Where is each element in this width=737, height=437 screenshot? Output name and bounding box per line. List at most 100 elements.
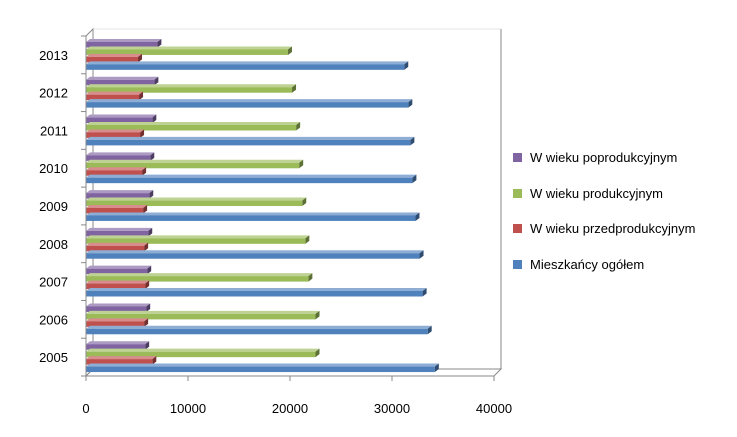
bar-front-face	[86, 139, 411, 146]
bar-2007-4	[86, 265, 152, 275]
y-tick-label: 2011	[40, 123, 68, 138]
bar-2007-1	[86, 288, 427, 297]
bar-2013-4	[86, 39, 162, 48]
bar-2009-3	[86, 197, 307, 207]
bar-front-face	[86, 283, 146, 290]
bar-top-face	[86, 280, 150, 284]
bar-front-face	[86, 177, 413, 184]
bar-end-face	[154, 76, 159, 86]
bar-2013-3	[86, 46, 292, 55]
bar-top-face	[86, 197, 307, 201]
bar-top-face	[86, 129, 145, 133]
bar-2012-1	[86, 99, 413, 108]
bar-top-face	[86, 99, 413, 103]
bar-front-face	[86, 170, 143, 176]
bar-top-face	[86, 341, 150, 345]
y-tick-label: 2009	[39, 199, 68, 214]
bar-end-face	[427, 325, 432, 335]
legend-item: W wieku produkcyjnym	[513, 176, 737, 212]
bar-top-face	[86, 114, 157, 118]
bar-end-face	[415, 212, 420, 221]
x-tick-label: 40000	[476, 401, 512, 416]
bar-2010-3	[86, 159, 304, 169]
bar-front-face	[86, 215, 416, 221]
bar-end-face	[296, 122, 301, 131]
bar-front-face	[86, 79, 155, 86]
bar-front-face	[86, 359, 153, 365]
bar-end-face	[408, 99, 413, 108]
bar-end-face	[419, 250, 424, 259]
bar-top-face	[86, 325, 432, 329]
bar-2006-4	[86, 303, 151, 312]
y-tick-label: 2007	[39, 275, 68, 290]
bar-top-face	[86, 273, 313, 277]
bar-top-face	[86, 212, 420, 216]
bar-top-face	[86, 91, 144, 95]
legend-item: Mieszkańcy ogółem	[513, 247, 737, 283]
bar-front-face	[86, 245, 145, 252]
bar-end-face	[434, 363, 439, 373]
bar-top-face	[86, 159, 304, 163]
bar-top-face	[86, 167, 147, 171]
bar-2010-4	[86, 152, 155, 161]
bar-front-face	[86, 125, 297, 131]
bar-2008-3	[86, 235, 310, 244]
bar-end-face	[145, 341, 150, 350]
bar-end-face	[308, 273, 313, 282]
bar-2009-1	[86, 212, 420, 221]
bar-front-face	[86, 64, 405, 70]
bar-front-face	[86, 306, 147, 312]
bar-top-face	[86, 84, 297, 88]
y-tick-label: 2008	[39, 237, 68, 252]
bar-top-face	[86, 76, 159, 80]
bar-series	[86, 39, 439, 373]
bar-front-face	[86, 238, 306, 244]
legend-swatch	[513, 259, 522, 269]
bar-top-face	[86, 122, 301, 125]
bar-top-face	[86, 356, 157, 360]
y-tick-label: 2010	[39, 161, 68, 176]
bar-front-face	[86, 268, 148, 275]
bar-top-face	[86, 53, 143, 57]
bar-front-face	[86, 230, 149, 237]
bar-2007-2	[86, 280, 150, 290]
bar-top-face	[86, 250, 424, 254]
bar-end-face	[143, 205, 148, 214]
x-tick-label: 0	[82, 401, 89, 416]
bar-front-face	[86, 351, 316, 358]
bar-2012-3	[86, 84, 297, 93]
bar-2011-2	[86, 129, 145, 138]
bar-end-face	[315, 310, 320, 320]
bar-end-face	[140, 129, 145, 138]
bar-end-face	[152, 356, 157, 365]
bar-top-face	[86, 39, 162, 42]
bar-end-face	[305, 235, 310, 244]
bar-top-face	[86, 46, 292, 50]
legend-label: W wieku przedprodukcyjnym	[530, 221, 696, 237]
bar-2006-2	[86, 318, 149, 327]
legend-label: Mieszkańcy ogółem	[530, 256, 645, 272]
x-tick-label: 10000	[170, 401, 206, 416]
bar-front-face	[86, 117, 153, 124]
bar-end-face	[287, 46, 292, 55]
bar-top-face	[86, 363, 439, 367]
bar-end-face	[412, 174, 417, 184]
bar-end-face	[138, 53, 143, 63]
bar-2011-3	[86, 122, 301, 131]
bar-2012-2	[86, 91, 144, 101]
bar-end-face	[144, 242, 149, 252]
axes	[81, 35, 495, 381]
bar-top-face	[86, 190, 154, 194]
legend-swatch	[513, 224, 522, 234]
bar-end-face	[410, 136, 415, 146]
bar-end-face	[422, 288, 427, 297]
legend: W wieku poprodukcyjnym W wieku produkcyjn…	[513, 140, 737, 282]
bar-top-face	[86, 318, 149, 322]
bar-end-face	[299, 159, 304, 169]
bar-top-face	[86, 235, 310, 239]
bar-end-face	[302, 197, 307, 207]
bar-end-face	[152, 114, 157, 124]
bar-top-face	[86, 205, 148, 208]
bar-2005-4	[86, 341, 150, 350]
